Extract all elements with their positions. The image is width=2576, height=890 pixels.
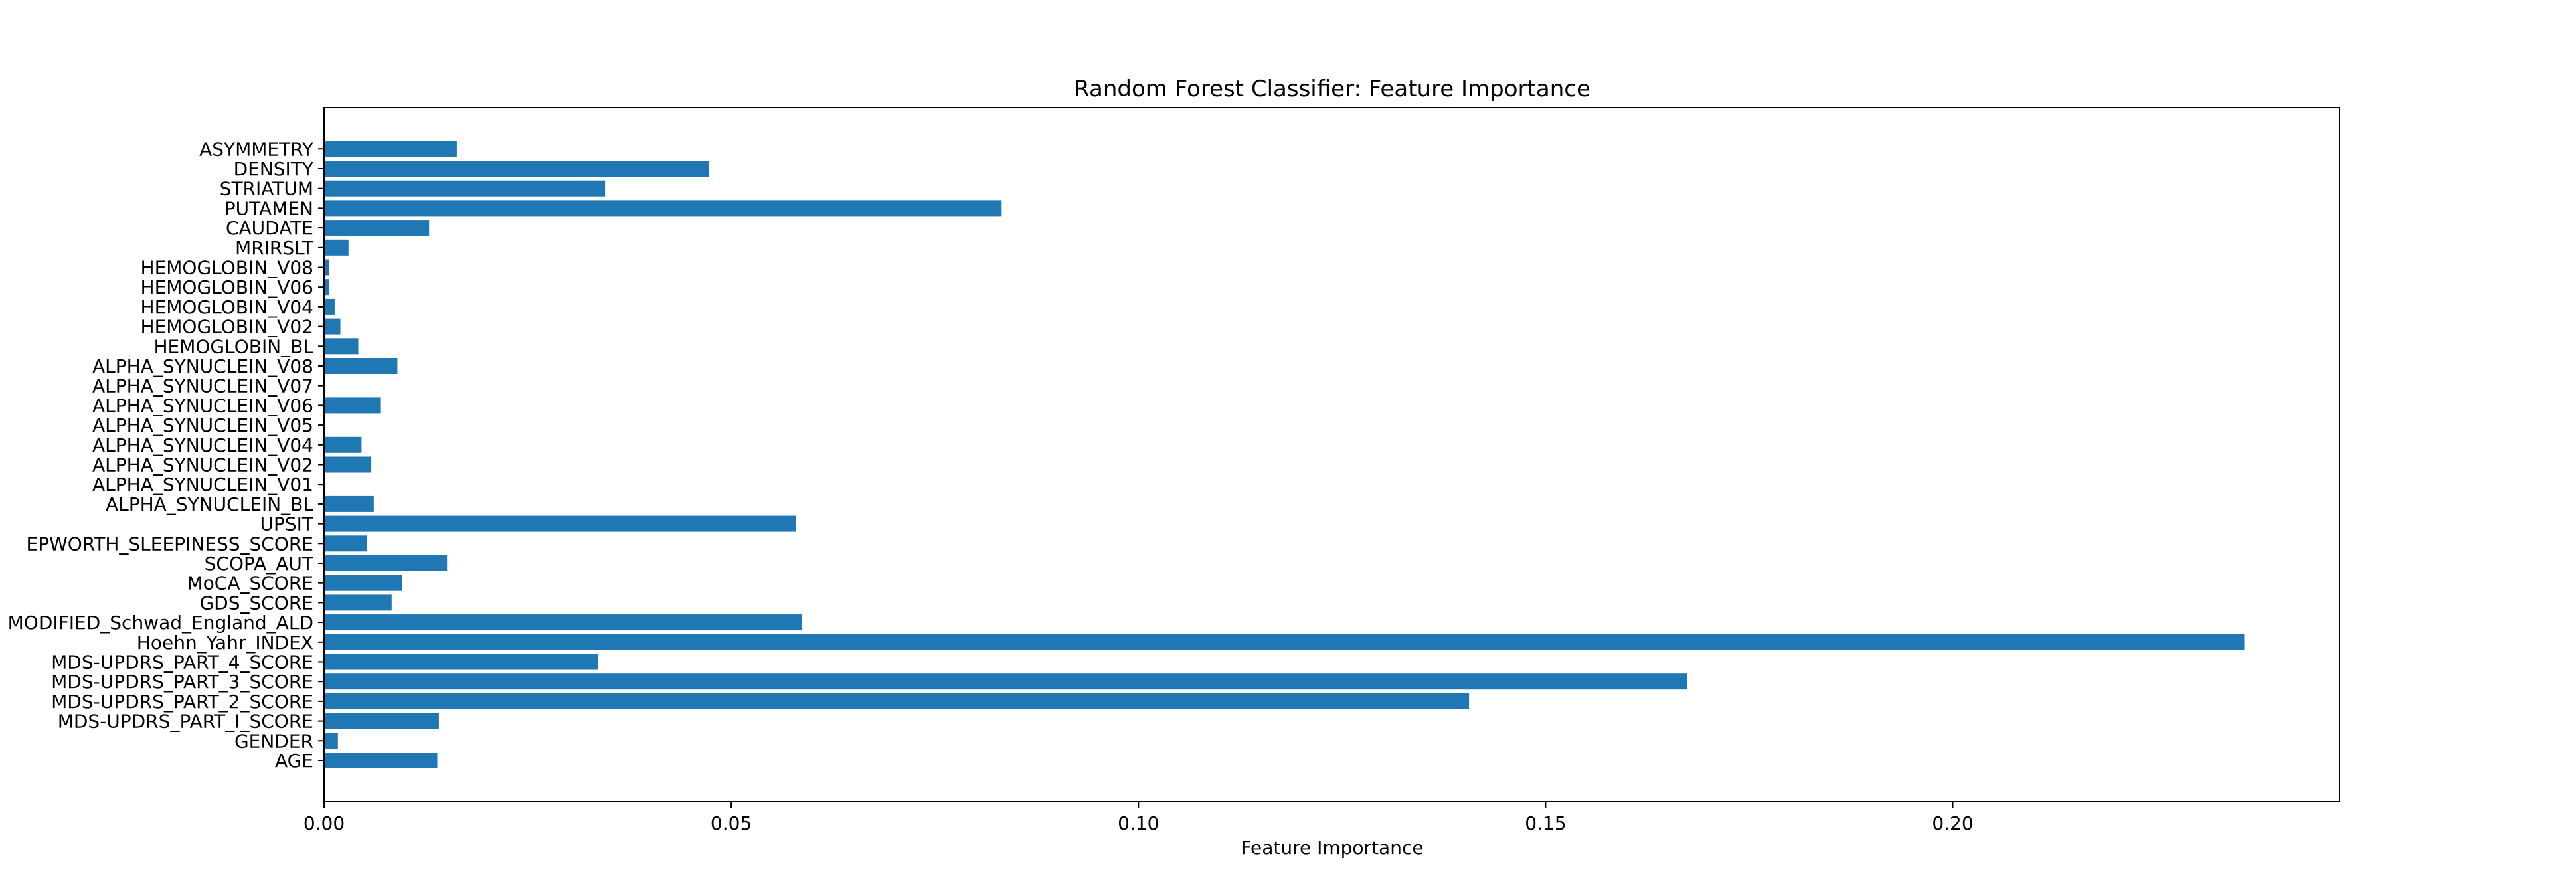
y-tick-label-mds-updrs-part-i-score: MDS-UPDRS_PART_I_SCORE (58, 711, 313, 733)
bar-alpha-synuclein-v06 (324, 397, 381, 414)
chart-title: Random Forest Classifier: Feature Import… (1074, 76, 1590, 102)
y-tick-label-density: DENSITY (234, 158, 314, 180)
y-tick-label-alpha-synuclein-v07: ALPHA_SYNUCLEIN_V07 (92, 375, 313, 397)
bar-scopa-aut (324, 555, 448, 571)
x-axis-label: Feature Importance (1241, 837, 1423, 859)
bar-alpha-synuclein-v04 (324, 436, 362, 453)
y-tick-label-alpha-synuclein-v05: ALPHA_SYNUCLEIN_V05 (92, 414, 313, 436)
bar-alpha-synuclein-v08 (324, 358, 398, 374)
bar-hemoglobin-v04 (324, 298, 335, 315)
bar-gds-score (324, 594, 392, 611)
bars (324, 141, 2245, 768)
y-tick-label-caudate: CAUDATE (226, 217, 313, 239)
bar-mds-updrs-part-i-score (324, 713, 439, 729)
bar-hemoglobin-v08 (324, 259, 329, 276)
bar-mds-updrs-part-4-score (324, 654, 598, 670)
y-tick-label-mds-updrs-part-3-score: MDS-UPDRS_PART_3_SCORE (51, 671, 313, 693)
bar-putamen (324, 200, 1002, 217)
y-tick-label-hemoglobin-v02: HEMOGLOBIN_V02 (141, 316, 313, 338)
y-tick-label-alpha-synuclein-v06: ALPHA_SYNUCLEIN_V06 (92, 395, 313, 416)
y-tick-label-mds-updrs-part-4-score: MDS-UPDRS_PART_4_SCORE (51, 652, 313, 673)
y-tick-label-asymmetry: ASYMMETRY (199, 138, 314, 160)
y-axis-ticks: AGEGENDERMDS-UPDRS_PART_I_SCOREMDS-UPDRS… (8, 138, 324, 772)
x-tick-label-1: 0.05 (711, 812, 752, 834)
y-tick-label-hoehn-yahr-index: Hoehn_Yahr_INDEX (137, 632, 313, 654)
bar-mds-updrs-part-3-score (324, 673, 1687, 690)
bar-density (324, 161, 709, 177)
y-tick-label-hemoglobin-v04: HEMOGLOBIN_V04 (141, 296, 313, 318)
y-tick-label-epworth-sleepiness-score: EPWORTH_SLEEPINESS_SCORE (27, 533, 313, 555)
bar-hemoglobin-v06 (324, 279, 329, 296)
y-tick-label-hemoglobin-v08: HEMOGLOBIN_V08 (141, 257, 313, 279)
bar-alpha-synuclein-bl (324, 495, 374, 512)
y-tick-label-putamen: PUTAMEN (224, 197, 313, 219)
y-tick-label-scopa-aut: SCOPA_AUT (205, 553, 314, 575)
x-axis-ticks: 0.00 0.05 0.10 0.15 0.20 (303, 802, 1974, 834)
bar-mds-updrs-part-2-score (324, 693, 1470, 709)
bar-alpha-synuclein-v02 (324, 456, 372, 473)
y-tick-label-gender: GENDER (234, 730, 313, 752)
bar-modified-schwad-england-ald (324, 614, 802, 631)
bar-age (324, 753, 438, 768)
y-tick-label-age: AGE (275, 750, 313, 772)
bar-hoehn-yahr-index (324, 634, 2245, 650)
bar-moca-score (324, 575, 402, 591)
bar-mrirslt (324, 239, 349, 256)
x-tick-label-4: 0.20 (1932, 812, 1973, 834)
plot-area-frame (323, 107, 2340, 802)
y-tick-label-alpha-synuclein-v01: ALPHA_SYNUCLEIN_V01 (92, 474, 313, 495)
y-tick-label-alpha-synuclein-v04: ALPHA_SYNUCLEIN_V04 (92, 434, 313, 456)
bar-asymmetry (324, 141, 457, 157)
y-tick-label-moca-score: MoCA_SCORE (187, 573, 313, 594)
y-tick-label-striatum: STRIATUM (220, 178, 313, 200)
y-tick-label-upsit: UPSIT (260, 513, 313, 535)
bar-hemoglobin-v02 (324, 318, 341, 335)
y-tick-label-modified-schwad-england-ald: MODIFIED_Schwad_England_ALD (8, 612, 313, 634)
y-tick-label-gds-score: GDS_SCORE (199, 592, 313, 614)
bar-upsit (324, 515, 796, 532)
bar-gender (324, 733, 338, 749)
x-tick-label-0: 0.00 (303, 812, 345, 834)
bar-epworth-sleepiness-score (324, 535, 367, 552)
bar-caudate (324, 220, 430, 236)
x-tick-label-2: 0.10 (1118, 812, 1159, 834)
y-tick-label-mds-updrs-part-2-score: MDS-UPDRS_PART_2_SCORE (51, 691, 313, 713)
y-tick-label-alpha-synuclein-v02: ALPHA_SYNUCLEIN_V02 (92, 454, 313, 476)
y-tick-label-alpha-synuclein-bl: ALPHA_SYNUCLEIN_BL (106, 493, 313, 515)
bar-hemoglobin-bl (324, 338, 359, 355)
x-tick-label-3: 0.15 (1525, 812, 1566, 834)
y-tick-label-hemoglobin-bl: HEMOGLOBIN_BL (153, 335, 313, 357)
bar-striatum (324, 180, 606, 197)
y-tick-label-hemoglobin-v06: HEMOGLOBIN_V06 (141, 276, 313, 298)
y-tick-label-alpha-synuclein-v08: ALPHA_SYNUCLEIN_V08 (92, 355, 313, 377)
y-tick-label-mrirslt: MRIRSLT (235, 237, 314, 259)
